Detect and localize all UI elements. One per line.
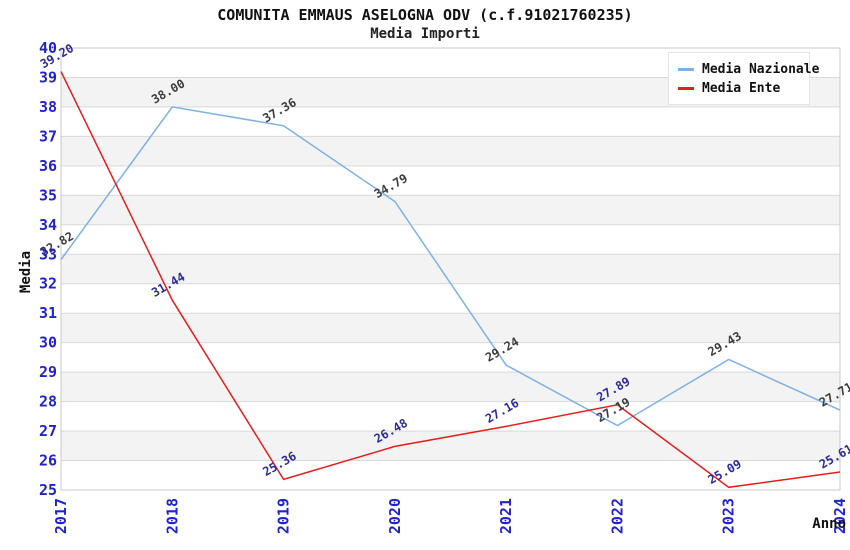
series-line-media-nazionale bbox=[60, 106, 841, 427]
y-axis-title: Media bbox=[18, 250, 34, 294]
y-tick-label: 39 bbox=[39, 68, 57, 86]
chart-subtitle: Media Importi bbox=[370, 26, 480, 42]
y-tick-label: 32 bbox=[39, 275, 57, 293]
y-tick-label: 34 bbox=[39, 216, 57, 234]
legend-swatch-media-ente-icon bbox=[678, 87, 694, 90]
x-tick-label: 2020 bbox=[386, 498, 404, 534]
x-tick-label: 2023 bbox=[720, 498, 738, 534]
y-tick-label: 33 bbox=[39, 245, 57, 263]
data-label: 25.09 bbox=[706, 457, 744, 487]
x-tick-label: 2017 bbox=[52, 498, 70, 534]
y-tick-label: 29 bbox=[39, 363, 57, 381]
chart-title: COMUNITA EMMAUS ASELOGNA ODV (c.f.910217… bbox=[217, 6, 633, 24]
x-tick-label: 2021 bbox=[497, 498, 515, 534]
y-tick-label: 28 bbox=[39, 393, 57, 411]
legend-item-media-ente: Media Ente bbox=[678, 79, 800, 98]
band bbox=[61, 431, 840, 461]
x-axis-title: Anno bbox=[812, 516, 846, 532]
legend-swatch-media-nazionale-icon bbox=[678, 68, 694, 71]
legend-item-media-nazionale: Media Nazionale bbox=[678, 60, 819, 79]
plot-border bbox=[60, 47, 841, 491]
x-tick-label: 2019 bbox=[275, 498, 293, 534]
band bbox=[61, 195, 840, 225]
y-tick-label: 31 bbox=[39, 304, 57, 322]
legend-label-media-ente: Media Ente bbox=[702, 81, 781, 96]
legend-label-media-nazionale: Media Nazionale bbox=[702, 62, 820, 77]
band bbox=[61, 136, 840, 166]
y-tick-label: 40 bbox=[39, 39, 57, 57]
y-tick-label: 35 bbox=[39, 186, 57, 204]
x-tick-label: 2018 bbox=[163, 498, 181, 534]
band bbox=[61, 254, 840, 284]
series-line-media-ente bbox=[60, 71, 841, 489]
band bbox=[61, 313, 840, 343]
y-tick-label: 26 bbox=[39, 452, 57, 470]
band bbox=[61, 372, 840, 402]
x-tick-label: 2024 bbox=[831, 498, 849, 534]
x-tick-label: 2022 bbox=[608, 498, 626, 534]
legend: Media Nazionale Media Ente bbox=[668, 52, 819, 105]
y-tick-label: 37 bbox=[39, 127, 57, 145]
y-tick-label: 25 bbox=[39, 481, 57, 499]
y-tick-label: 38 bbox=[39, 98, 57, 116]
y-tick-label: 27 bbox=[39, 422, 57, 440]
y-tick-label: 36 bbox=[39, 157, 57, 175]
y-tick-label: 30 bbox=[39, 334, 57, 352]
